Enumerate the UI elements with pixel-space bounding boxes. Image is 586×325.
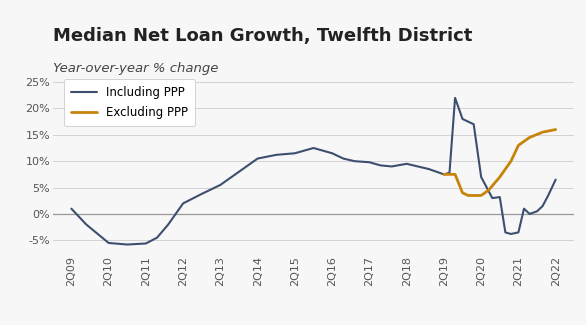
Including PPP	[440, 173, 447, 176]
Including PPP	[496, 195, 503, 199]
Including PPP	[217, 183, 224, 187]
Including PPP	[465, 120, 472, 124]
Excluding PPP	[515, 143, 522, 147]
Including PPP	[154, 236, 161, 240]
Excluding PPP	[526, 136, 533, 139]
Including PPP	[83, 223, 90, 227]
Including PPP	[68, 207, 75, 211]
Including PPP	[478, 175, 485, 179]
Excluding PPP	[452, 173, 459, 176]
Including PPP	[470, 122, 477, 126]
Including PPP	[179, 202, 186, 205]
Excluding PPP	[446, 173, 453, 176]
Including PPP	[254, 157, 261, 161]
Including PPP	[526, 212, 533, 216]
Text: Median Net Loan Growth, Twelfth District: Median Net Loan Growth, Twelfth District	[53, 27, 472, 45]
Including PPP	[446, 171, 453, 175]
Excluding PPP	[539, 130, 546, 134]
Excluding PPP	[496, 175, 503, 179]
Including PPP	[366, 160, 373, 164]
Including PPP	[552, 178, 559, 182]
Including PPP	[124, 242, 131, 246]
Excluding PPP	[470, 193, 477, 197]
Including PPP	[351, 159, 358, 163]
Including PPP	[291, 151, 298, 155]
Including PPP	[515, 230, 522, 234]
Including PPP	[539, 204, 546, 208]
Including PPP	[414, 164, 421, 168]
Line: Including PPP: Including PPP	[71, 98, 556, 244]
Excluding PPP	[485, 188, 492, 192]
Including PPP	[329, 151, 336, 155]
Excluding PPP	[440, 173, 447, 176]
Including PPP	[459, 117, 466, 121]
Including PPP	[545, 193, 552, 197]
Including PPP	[377, 163, 384, 167]
Including PPP	[272, 153, 280, 157]
Line: Excluding PPP: Excluding PPP	[444, 130, 556, 195]
Including PPP	[520, 207, 527, 211]
Including PPP	[452, 96, 459, 100]
Including PPP	[533, 209, 540, 213]
Including PPP	[310, 146, 317, 150]
Including PPP	[236, 170, 243, 174]
Text: Year-over-year % change: Year-over-year % change	[53, 62, 218, 75]
Including PPP	[165, 223, 172, 227]
Including PPP	[340, 157, 347, 161]
Including PPP	[502, 230, 509, 234]
Including PPP	[198, 192, 205, 196]
Excluding PPP	[478, 193, 485, 197]
Legend: Including PPP, Excluding PPP: Including PPP, Excluding PPP	[64, 79, 196, 126]
Including PPP	[483, 186, 490, 189]
Excluding PPP	[465, 193, 472, 197]
Excluding PPP	[552, 128, 559, 132]
Including PPP	[489, 196, 496, 200]
Including PPP	[507, 232, 515, 236]
Including PPP	[425, 167, 432, 171]
Excluding PPP	[459, 191, 466, 195]
Excluding PPP	[507, 159, 515, 163]
Including PPP	[105, 241, 112, 245]
Including PPP	[388, 164, 395, 168]
Including PPP	[403, 162, 410, 166]
Including PPP	[142, 241, 149, 245]
